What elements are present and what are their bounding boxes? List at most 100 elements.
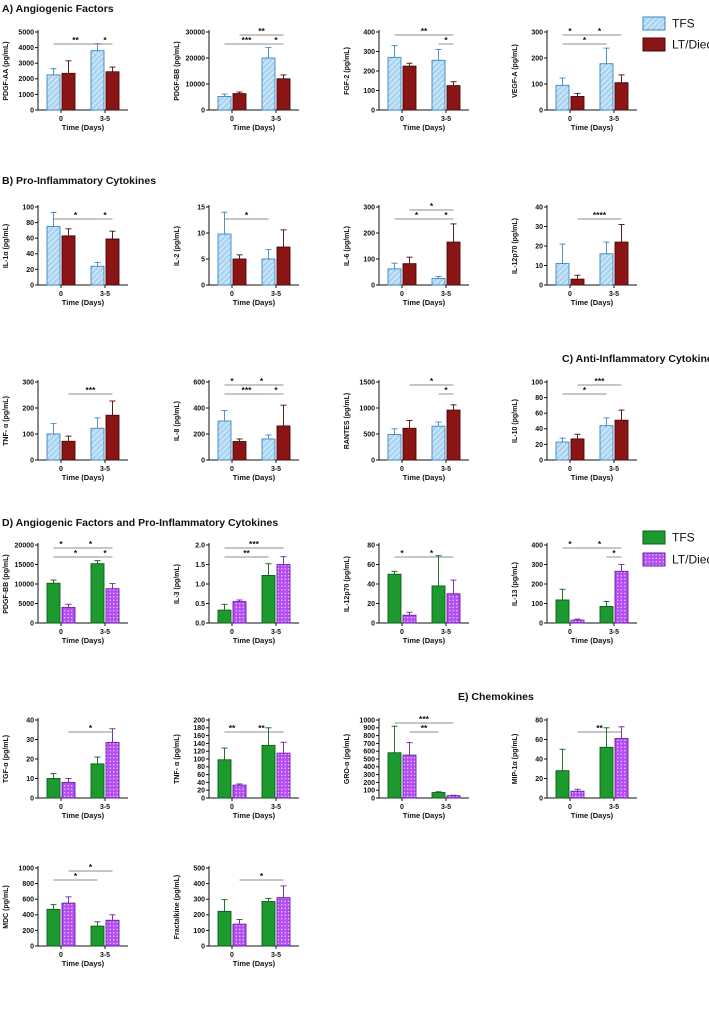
- significance-label: *: [74, 871, 78, 881]
- bar-tfs-0: [217, 96, 232, 111]
- y-tick-label: 1.5: [195, 562, 205, 569]
- y-tick-label: 0.5: [195, 601, 205, 608]
- bar-ltdied-0: [570, 438, 585, 461]
- bar-tfs-0: [387, 752, 402, 799]
- y-tick-label: 500: [363, 431, 375, 438]
- x-axis-label: Time (Days): [571, 811, 614, 820]
- significance-label: **: [243, 548, 250, 558]
- significance-label: *: [598, 26, 602, 36]
- y-tick-label: 10: [26, 776, 34, 783]
- significance-label: *: [568, 26, 572, 36]
- section-title-c: C) Anti-Inflammatory Cytokine: [562, 353, 709, 365]
- x-tick-label: 0: [230, 952, 234, 959]
- x-tick-label: 3-5: [441, 291, 451, 298]
- significance-label: **: [258, 26, 265, 36]
- y-tick-label: 20: [26, 756, 34, 763]
- bar-ltdied-1: [446, 593, 461, 624]
- y-tick-label: 100: [363, 88, 375, 95]
- section-title-e: E) Chemokines: [458, 691, 534, 703]
- bar-ltdied-1: [446, 409, 461, 461]
- bar-ltdied-1: [276, 246, 291, 286]
- significance-label: *: [274, 35, 278, 45]
- significance-label: *: [444, 35, 448, 45]
- y-tick-label: 80: [26, 220, 34, 227]
- y-tick-label: 10000: [15, 581, 35, 588]
- significance-label: *: [400, 548, 404, 558]
- bar-ltdied-1: [276, 425, 291, 461]
- y-tick-label: 1000: [18, 92, 34, 99]
- bar-tfs-1: [90, 50, 105, 111]
- legend-swatch-lt-died: [642, 37, 666, 52]
- y-tick-label: 20: [26, 267, 34, 274]
- y-tick-label: 60: [535, 737, 543, 744]
- y-tick-label: 1000: [18, 865, 34, 872]
- bar-ltdied-0: [402, 754, 417, 799]
- y-tick-label: 0: [30, 282, 34, 289]
- x-axis-label: Time (Days): [233, 636, 276, 645]
- bar-tfs-1: [261, 438, 276, 461]
- y-tick-label: 1.0: [195, 581, 205, 588]
- x-tick-label: 0: [59, 291, 63, 298]
- y-tick-label: 0: [371, 107, 375, 114]
- x-tick-label: 3-5: [271, 629, 281, 636]
- bar-ltdied-0: [570, 790, 585, 799]
- significance-label: *: [260, 871, 264, 881]
- significance-label: *: [568, 539, 572, 549]
- y-axis-label: IL-10 (pg/mL): [512, 399, 519, 443]
- bar-tfs-1: [90, 265, 105, 286]
- x-tick-label: 0: [59, 952, 63, 959]
- bar-ltdied-0: [61, 440, 76, 461]
- x-axis-label: Time (Days): [403, 636, 446, 645]
- bar-tfs-0: [387, 434, 402, 461]
- significance-label: *: [430, 548, 434, 558]
- x-tick-label: 3-5: [100, 116, 110, 123]
- y-tick-label: 0: [201, 795, 205, 802]
- x-axis-label: Time (Days): [233, 298, 276, 307]
- y-tick-label: 100: [22, 204, 34, 211]
- y-tick-label: 40: [26, 251, 34, 258]
- x-axis-label: Time (Days): [403, 298, 446, 307]
- bar-ltdied-0: [570, 619, 585, 624]
- y-tick-label: 20000: [186, 55, 206, 62]
- y-axis-label: IL-3 (pg/mL): [174, 564, 181, 604]
- significance-label: *: [415, 210, 419, 220]
- x-tick-label: 0: [230, 466, 234, 473]
- bar-ltdied-0: [232, 601, 247, 624]
- x-tick-label: 3-5: [441, 804, 451, 811]
- significance-label: *: [430, 376, 434, 386]
- significance-label: *: [583, 385, 587, 395]
- y-tick-label: 80: [535, 717, 543, 724]
- y-tick-label: 600: [193, 379, 205, 386]
- x-tick-label: 0: [400, 629, 404, 636]
- bar-tfs-1: [599, 63, 614, 111]
- bar-tfs-1: [261, 57, 276, 111]
- y-tick-label: 0: [371, 457, 375, 464]
- y-tick-label: 800: [363, 733, 375, 740]
- significance-label: **: [421, 26, 428, 36]
- x-tick-label: 0: [400, 804, 404, 811]
- x-tick-label: 3-5: [100, 804, 110, 811]
- y-tick-label: 60: [367, 562, 375, 569]
- bar-tfs-0: [555, 770, 570, 799]
- x-axis-label: Time (Days): [233, 959, 276, 968]
- bar-ltdied-0: [61, 781, 76, 799]
- y-tick-label: 100: [531, 601, 543, 608]
- y-tick-label: 200: [193, 431, 205, 438]
- bar-ltdied-1: [105, 919, 120, 947]
- significance-label: **: [258, 723, 265, 733]
- y-tick-label: 0: [30, 943, 34, 950]
- y-axis-label: IL-12p70 (pg/mL): [512, 218, 519, 274]
- bar-tfs-1: [261, 258, 276, 286]
- y-tick-label: 100: [22, 431, 34, 438]
- y-tick-label: 300: [22, 379, 34, 386]
- x-tick-label: 3-5: [441, 116, 451, 123]
- y-tick-label: 300: [531, 562, 543, 569]
- significance-label: *: [103, 548, 107, 558]
- x-axis-label: Time (Days): [62, 636, 105, 645]
- bar-ltdied-0: [570, 278, 585, 286]
- x-axis-label: Time (Days): [403, 123, 446, 132]
